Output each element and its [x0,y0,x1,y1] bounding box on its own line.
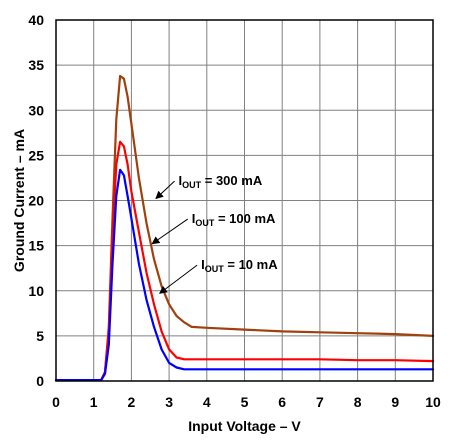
y-tick-labels: 0 5 10 15 20 25 30 35 40 [28,12,44,389]
y-tick-label: 25 [28,147,44,163]
x-tick-label: 8 [354,394,362,410]
x-tick-label: 10 [425,394,441,410]
x-tick-label: 5 [241,394,249,410]
series-annotation: IOUT = 10 mA [201,257,278,274]
x-tick-label: 2 [128,394,136,410]
series-lines [54,74,435,382]
x-tick-label: 3 [165,394,173,410]
y-axis-title: Ground Current – mA [11,129,27,272]
y-tick-label: 0 [36,373,44,389]
series-line [54,140,435,382]
y-tick-label: 20 [28,193,44,209]
plot-frame [55,19,434,382]
y-tick-label: 30 [28,102,44,118]
x-tick-label: 7 [316,394,324,410]
y-tick-label: 5 [36,328,44,344]
annotations: IOUT = 300 mA IOUT = 100 mA IOUT = 10 mA [151,173,278,294]
series-annotation: IOUT = 100 mA [192,211,276,228]
annotation-arrow [155,180,175,200]
x-tick-label: 9 [391,394,399,410]
y-tick-label: 10 [28,283,44,299]
series-line [54,168,435,382]
x-tick-label: 4 [203,394,211,410]
annotation-arrow [158,264,198,294]
x-axis-title: Input Voltage – V [188,418,301,434]
x-tick-label: 6 [278,394,286,410]
y-tick-label: 35 [28,57,44,73]
series-annotation: IOUT = 300 mA [179,173,263,190]
x-tick-label: 1 [90,394,98,410]
annotation-arrow [151,218,189,245]
y-tick-label: 15 [28,238,44,254]
y-tick-label: 40 [28,12,44,28]
x-tick-labels: 0 1 2 3 4 5 6 7 8 9 10 [52,394,441,410]
x-tick-label: 0 [52,394,60,410]
